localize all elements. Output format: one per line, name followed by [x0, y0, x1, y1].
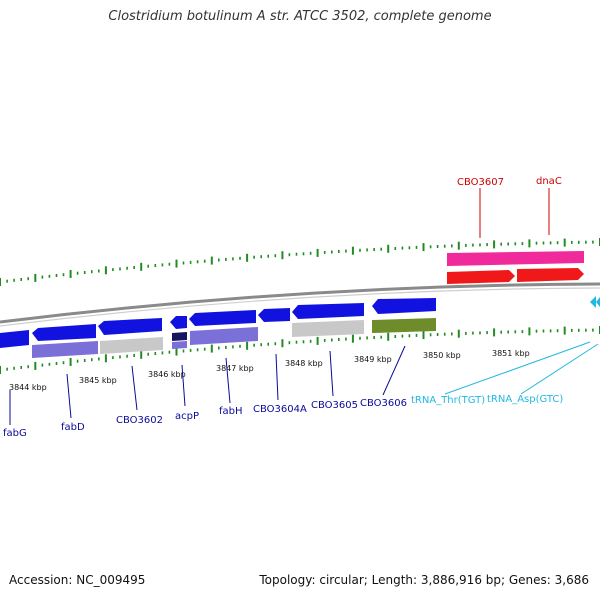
kbp-label: 3844 kbp: [9, 383, 47, 392]
connector-cbo3602: [131, 365, 138, 411]
feature-fabd-domain[interactable]: [32, 341, 98, 358]
connector-cbo3605: [329, 350, 334, 397]
connector-trna-asp: [520, 343, 599, 395]
feature-cbo3606-olive[interactable]: [372, 318, 436, 333]
cds-acpp-arrow[interactable]: [170, 316, 187, 329]
gene-label-dnac[interactable]: dnaC: [536, 176, 562, 187]
kbp-label: 3849 kbp: [354, 355, 392, 364]
cds-cbo3605-arrow[interactable]: [292, 303, 364, 319]
trna-label-thr[interactable]: tRNA_Thr(TGT): [411, 395, 485, 406]
feature-fabh-domain[interactable]: [190, 327, 258, 345]
trna-asp-arrow[interactable]: [596, 297, 600, 307]
forward-strand-ticks: [0, 238, 600, 286]
topology-label: Topology: circular; Length: 3,886,916 bp…: [259, 573, 589, 587]
feature-cbo3605-gray[interactable]: [292, 320, 364, 337]
kbp-label: 3847 kbp: [216, 364, 254, 373]
feature-cbo3602-gray[interactable]: [100, 337, 163, 354]
cds-cbo3604a-arrow[interactable]: [258, 308, 290, 322]
gene-label-cbo3605[interactable]: CBO3605: [311, 400, 358, 411]
gene-label-cbo3604a[interactable]: CBO3604A: [253, 404, 307, 415]
gene-label-acpp[interactable]: acpP: [175, 411, 199, 422]
cds-fabg-arrow[interactable]: [0, 330, 29, 348]
gene-label-cbo3607[interactable]: CBO3607: [457, 177, 504, 188]
connector-fabd: [66, 373, 72, 419]
gene-label-cbo3602[interactable]: CBO3602: [116, 415, 163, 426]
genome-backbone: [0, 282, 600, 324]
connector-fabh: [225, 357, 231, 404]
feature-acpp-domain[interactable]: [172, 341, 187, 349]
kbp-label: 3851 kbp: [492, 349, 530, 358]
feature-acpp-darkblue[interactable]: [172, 332, 187, 341]
gene-label-cbo3606[interactable]: CBO3606: [360, 398, 407, 409]
connector-cbo3606: [382, 345, 406, 396]
connector-trna-thr: [444, 341, 591, 395]
connector-acpp: [181, 364, 186, 407]
cds-fabd-arrow[interactable]: [32, 324, 96, 341]
genome-backbone-inner: [0, 287, 600, 327]
accession-label: Accession: NC_009495: [9, 573, 146, 587]
cds-cbo3607-feature-pink[interactable]: [447, 251, 584, 266]
kbp-label: 3846 kbp: [148, 370, 186, 379]
cds-dnac-arrow[interactable]: [517, 268, 584, 282]
gene-label-fabh[interactable]: fabH: [219, 406, 243, 417]
gene-label-fabd[interactable]: fabD: [61, 422, 85, 433]
cds-cbo3607-arrow[interactable]: [447, 270, 515, 284]
gene-label-fabg[interactable]: fabG: [3, 428, 27, 439]
cds-cbo3602-arrow[interactable]: [98, 318, 162, 335]
cds-cbo3606-arrow[interactable]: [372, 298, 436, 314]
genome-title: Clostridium botulinum A str. ATCC 3502, …: [108, 9, 492, 24]
kbp-label: 3850 kbp: [423, 351, 461, 360]
kbp-label: 3845 kbp: [79, 376, 117, 385]
trna-thr-arrow[interactable]: [590, 296, 596, 308]
cds-fabh-arrow[interactable]: [189, 310, 256, 326]
kbp-label: 3848 kbp: [285, 359, 323, 368]
trna-label-asp[interactable]: tRNA_Asp(GTC): [487, 394, 563, 405]
reverse-strand-ticks: [0, 326, 600, 374]
connector-cbo3604a: [275, 353, 279, 401]
